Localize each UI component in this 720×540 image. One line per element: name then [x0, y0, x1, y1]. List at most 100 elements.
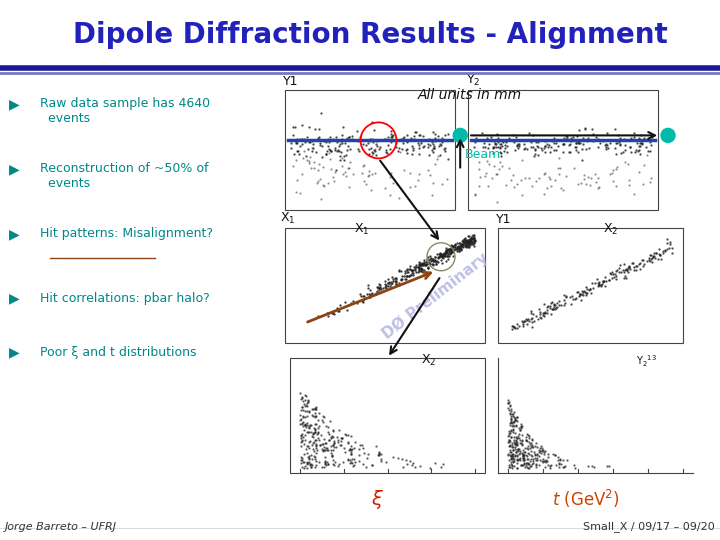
Point: [323, 141, 334, 150]
Point: [526, 441, 538, 449]
Point: [504, 430, 516, 439]
Point: [503, 432, 514, 441]
Point: [403, 272, 415, 281]
Text: Poor ξ and t distributions: Poor ξ and t distributions: [40, 346, 196, 359]
Point: [405, 456, 416, 465]
Point: [423, 139, 434, 148]
Text: ▶: ▶: [9, 346, 19, 360]
Point: [295, 395, 307, 403]
Point: [366, 144, 377, 152]
Point: [319, 438, 330, 447]
Point: [297, 430, 308, 438]
Point: [321, 457, 333, 466]
Point: [366, 151, 377, 160]
Point: [401, 131, 413, 139]
Point: [521, 320, 533, 328]
Point: [549, 301, 560, 309]
Point: [307, 144, 318, 152]
Point: [594, 281, 606, 289]
Point: [510, 441, 522, 449]
Point: [320, 443, 331, 452]
Point: [562, 133, 573, 142]
Point: [464, 236, 475, 245]
Point: [313, 159, 325, 168]
Point: [301, 421, 312, 429]
Point: [356, 441, 367, 450]
Point: [569, 143, 580, 151]
Point: [549, 450, 561, 459]
Point: [357, 292, 369, 300]
Point: [480, 143, 491, 152]
Point: [415, 267, 427, 275]
Point: [333, 426, 345, 434]
Point: [518, 456, 530, 464]
Point: [437, 459, 449, 468]
Point: [565, 300, 577, 309]
Point: [451, 238, 463, 247]
Text: ▶: ▶: [9, 227, 19, 241]
Point: [441, 256, 452, 265]
Point: [467, 239, 479, 248]
Point: [303, 138, 315, 146]
Point: [618, 267, 630, 276]
Point: [315, 195, 327, 204]
Point: [335, 434, 346, 442]
Point: [497, 138, 508, 147]
Point: [371, 287, 382, 295]
Point: [598, 136, 609, 145]
Point: [406, 149, 418, 158]
Point: [454, 246, 465, 255]
Point: [345, 158, 356, 167]
Point: [593, 142, 604, 151]
Point: [464, 234, 476, 243]
Point: [340, 172, 351, 180]
Point: [513, 430, 525, 438]
Point: [390, 280, 402, 288]
Point: [309, 462, 320, 471]
Point: [553, 463, 564, 472]
Point: [561, 292, 572, 300]
Point: [477, 129, 488, 138]
Point: [531, 438, 542, 447]
Point: [519, 144, 531, 152]
Point: [441, 248, 453, 256]
Point: [376, 456, 387, 465]
Text: Y$_2$: Y$_2$: [466, 73, 480, 88]
Point: [518, 446, 529, 454]
Point: [339, 430, 351, 438]
Point: [423, 258, 434, 267]
Point: [523, 431, 534, 440]
Point: [323, 148, 335, 157]
Point: [318, 442, 330, 451]
Point: [545, 182, 557, 191]
Point: [310, 442, 322, 451]
Point: [346, 446, 357, 455]
Point: [511, 459, 523, 468]
Point: [650, 248, 662, 257]
Point: [576, 156, 588, 164]
Point: [510, 421, 522, 430]
Point: [363, 171, 374, 180]
Point: [531, 141, 543, 150]
Point: [435, 141, 446, 150]
Point: [328, 134, 339, 143]
Point: [398, 166, 410, 174]
Point: [444, 246, 455, 254]
Point: [410, 128, 421, 137]
Point: [465, 237, 477, 245]
Point: [302, 401, 313, 410]
Point: [336, 131, 348, 139]
Point: [548, 299, 559, 308]
Point: [430, 258, 441, 266]
Point: [526, 318, 537, 326]
Point: [444, 249, 455, 258]
Point: [317, 412, 328, 421]
Text: Hit correlations: pbar halo?: Hit correlations: pbar halo?: [40, 292, 210, 305]
Point: [395, 275, 407, 284]
Point: [648, 251, 660, 260]
Point: [516, 156, 528, 164]
Point: [514, 426, 526, 434]
Point: [319, 459, 330, 468]
Point: [413, 258, 425, 266]
Point: [503, 399, 514, 407]
